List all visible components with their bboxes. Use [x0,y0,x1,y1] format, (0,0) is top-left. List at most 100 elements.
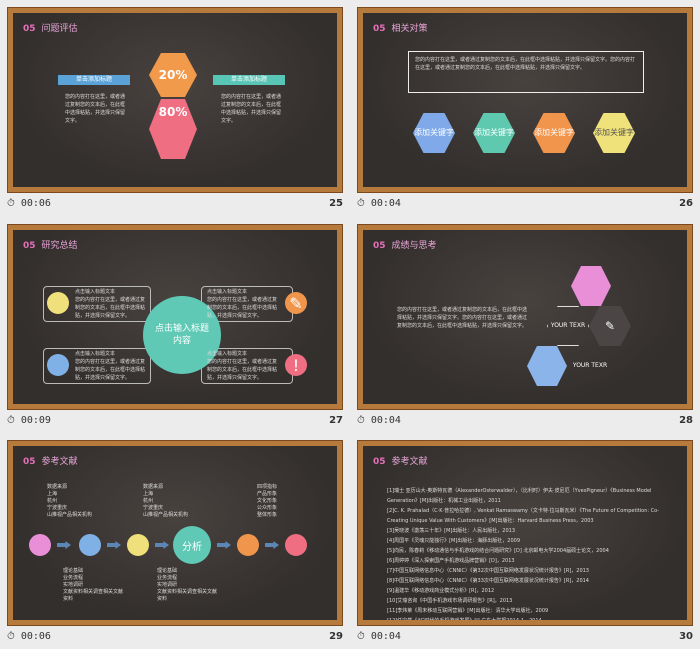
reference-item: [7]中国互联网络信息中心（CNNIC）《第32次中国互联网络发展状况统计报告》… [387,568,589,574]
flow-arrow [265,541,279,549]
reference-item: [5]向民，陈春莉《移动通信与手机游戏的结合问题研究》[D] 北京邮电大学200… [387,548,609,554]
slide-title: 05 问题评估 [23,24,78,34]
slide-footer: ⏱ 00:04 30 [357,630,693,646]
low-text-2: 理论基础 业务流程 实地调研 文献资料相关调查相关文献资料 [157,568,218,602]
analysis-node: 分析 [173,526,211,564]
blue-hex [527,346,567,386]
item-box-2 [43,348,151,384]
timer: ⏱ 00:06 [7,631,51,642]
wrench-icon: ✎ [285,292,307,314]
reference-item: [11]李炜莱《周末移动互联网营销》[M]出版社：清华大学出版社，2009 [387,608,549,614]
pink-hex [571,266,611,306]
slide-thumb-26[interactable]: 05 相关对策 您的内容打在这里，或者通过复制您的文本后，在此框中选择粘贴，并选择… [350,0,700,216]
percent-bottom-hex: 80% [149,99,197,159]
slide-title: 05 参考文献 [373,457,428,467]
reference-item: [8]中国互联网络信息中心（CNNIC）《第33次中国互联网络发展状况统计报告》… [387,578,589,584]
flow-arrow [155,541,169,549]
percent-top-hex: 20% [149,53,197,97]
slide-thumb-28[interactable]: 05 成绩与思考 您的内容打在这里，或者通过复制您的文本后，在此框中选择粘贴，并选… [350,217,700,433]
center-circle: 点击输入标题内容 [143,296,221,374]
timer: ⏱ 00:04 [357,631,401,642]
text-hex-2: YOUR TEXR [572,362,608,369]
ribbon-left: 单击添加标题 [58,75,130,85]
flow-node-2 [79,534,101,556]
item-text-3: 点击输入标题文本 您的内容打在这里，或者通过复制您的文本后，在此框中选择粘贴，并选… [207,289,278,319]
body-text: 您的内容打在这里，或者通过复制您的文本后，在此框中选择粘贴，并选择只保留文字。您… [415,57,636,71]
col-text-3: 四项指标 产品形象 文化形象 公众形象 整体形象 [257,484,278,518]
slide-title: 05 成绩与思考 [373,241,437,251]
reference-list: [1]瑞士 亚历山大·奥斯特瓦德（AlexanderOsterwalder），（… [387,486,679,620]
flow-arrow [107,541,121,549]
text-hex-1: YOUR TEXR [547,306,589,346]
chalkboard-frame: 05 参考文献 [1]瑞士 亚历山大·奥斯特瓦德（AlexanderOsterwa… [357,440,693,626]
flow-node-6 [285,534,307,556]
slide-title: 05 参考文献 [23,457,78,467]
flow-node-5 [237,534,259,556]
chalkboard-frame: 05 成绩与思考 您的内容打在这里，或者通过复制您的文本后，在此框中选择粘贴，并选… [357,224,693,410]
chalkboard-frame: 05 相关对策 您的内容打在这里，或者通过复制您的文本后，在此框中选择粘贴，并选择… [357,7,693,193]
body-right: 您的内容打在这里，或者通过复制您的文本后，在此框中选择粘贴，并选择只保留文字。 [221,94,282,124]
item-icon-1 [47,292,69,314]
slide-canvas: 05 问题评估 单击添加标题 单击添加标题 20% 80% 您的内容打在这里，或者… [13,13,337,187]
slide-canvas: 05 相关对策 您的内容打在这里，或者通过复制您的文本后，在此框中选择粘贴，并选择… [363,13,687,187]
chalkboard-frame: 05 参考文献 数据来源 上海 杭州 宁波重庆 山推视产品相关机构 数据来源 上海… [7,440,343,626]
item-box-1 [43,286,151,322]
flow-node-3 [127,534,149,556]
slide-footer: ⏱ 00:04 26 [357,197,693,213]
slide-number: 30 [679,631,693,642]
body-left: 您的内容打在这里，或者通过复制您的文本后，在此框中选择粘贴，并选择只保留文字。 [65,94,126,124]
slide-canvas: 05 研究总结 ✎ ! 点击输入标题内容 点击输入标题文本 您的内容打在这里，或者通… [13,230,337,404]
chalkboard-frame: 05 问题评估 单击添加标题 单击添加标题 20% 80% 您的内容打在这里，或者… [7,7,343,193]
keyword-hex-1: 添加关键字 [413,113,455,153]
reference-item: [2]C. K. Prahalad（C·K·普拉哈拉德）, Venkat Ram… [387,508,660,524]
reference-item: [3]吴晓波《激荡三十年》[M]出版社：人民出版社，2013 [387,528,516,534]
slide-number: 27 [329,415,343,426]
slide-canvas: 05 参考文献 [1]瑞士 亚历山大·奥斯特瓦德（AlexanderOsterwa… [363,446,687,620]
timer: ⏱ 00:04 [357,198,401,209]
body-text: 您的内容打在这里，或者通过复制您的文本后，在此框中选择粘贴，并选择只保留文字。您… [397,307,528,329]
flow-node-1 [29,534,51,556]
text-frame [408,51,644,93]
col-text-1: 数据来源 上海 杭州 宁波重庆 山推视产品相关机构 [47,484,93,518]
slide-footer: ⏱ 00:06 25 [7,197,343,213]
reference-item: [9]温建华《移动游戏商业模式分析》[R]，2012 [387,588,495,594]
item-text-1: 点击输入标题文本 您的内容打在这里，或者通过复制您的文本后，在此框中选择粘贴，并选… [75,289,146,319]
slide-footer: ⏱ 00:06 29 [7,630,343,646]
col-text-2: 数据来源 上海 杭州 宁波重庆 山推视产品相关机构 [143,484,189,518]
slide-title: 05 研究总结 [23,241,78,251]
chalkboard-frame: 05 研究总结 ✎ ! 点击输入标题内容 点击输入标题文本 您的内容打在这里，或者通… [7,224,343,410]
flow-arrow [57,541,71,549]
flow-arrow [217,541,231,549]
slide-title: 05 相关对策 [373,24,428,34]
pen-icon: ✎ [589,306,631,346]
reference-item: [12]任宝然《4G时代的手机游戏发展》[J] 广东大学报2014-1，2014 [387,616,679,620]
low-text-1: 理论基础 业务流程 实地调研 文献资料相关调查相关文献资料 [63,568,124,602]
slide-number: 26 [679,198,693,209]
keyword-hex-2: 添加关键字 [473,113,515,153]
slide-thumb-25[interactable]: 05 问题评估 单击添加标题 单击添加标题 20% 80% 您的内容打在这里，或者… [0,0,350,216]
item-text-2: 点击输入标题文本 您的内容打在这里，或者通过复制您的文本后，在此框中选择粘贴，并选… [75,351,146,381]
slide-canvas: 05 成绩与思考 您的内容打在这里，或者通过复制您的文本后，在此框中选择粘贴，并选… [363,230,687,404]
keyword-hex-4: 添加关键字 [593,113,635,153]
slide-number: 29 [329,631,343,642]
item-icon-2 [47,354,69,376]
timer: ⏱ 00:06 [7,198,51,209]
timer: ⏱ 00:09 [7,415,51,426]
reference-item: [4]周国平《灵魂只能独行》[M]出版社：海豚出版社，2009 [387,538,521,544]
slide-thumb-30[interactable]: 05 参考文献 [1]瑞士 亚历山大·奥斯特瓦德（AlexanderOsterwa… [350,433,700,649]
reference-item: [1]瑞士 亚历山大·奥斯特瓦德（AlexanderOsterwalder），（… [387,488,652,504]
alert-icon: ! [285,354,307,376]
keyword-hex-3: 添加关键字 [533,113,575,153]
slide-footer: ⏱ 00:04 28 [357,414,693,430]
item-text-4: 点击输入标题文本 您的内容打在这里，或者通过复制您的文本后，在此框中选择粘贴，并选… [207,351,278,381]
slide-canvas: 05 参考文献 数据来源 上海 杭州 宁波重庆 山推视产品相关机构 数据来源 上海… [13,446,337,620]
slide-number: 28 [679,415,693,426]
slide-footer: ⏱ 00:09 27 [7,414,343,430]
slide-thumb-29[interactable]: 05 参考文献 数据来源 上海 杭州 宁波重庆 山推视产品相关机构 数据来源 上海… [0,433,350,649]
slide-thumb-27[interactable]: 05 研究总结 ✎ ! 点击输入标题内容 点击输入标题文本 您的内容打在这里，或者通… [0,217,350,433]
timer: ⏱ 00:04 [357,415,401,426]
reference-item: [6]周婷婷《深入探索国产手机游戏品牌营销》[D]，2013 [387,558,515,564]
ribbon-right: 单击添加标题 [213,75,285,85]
reference-item: [10]艾瑞咨询《中国手机游戏市场调研报告》[R]，2013 [387,598,513,604]
slide-number: 25 [329,198,343,209]
